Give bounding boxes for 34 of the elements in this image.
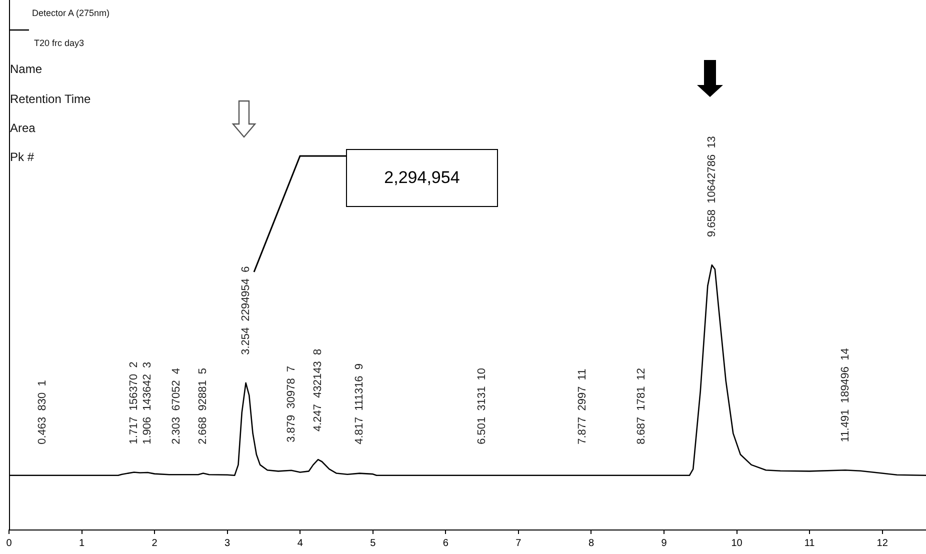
text: Name <box>10 62 42 76</box>
text: T20 frc day3 <box>34 38 84 48</box>
x-tick-label: 9 <box>661 538 668 549</box>
text: Detector A (275nm) <box>32 8 110 18</box>
x-tick-label: 3 <box>224 538 231 549</box>
x-tick-label: 2 <box>152 538 158 549</box>
text: Area <box>10 121 36 135</box>
text: 2,294,954 <box>346 149 498 207</box>
x-tick-label: 5 <box>370 538 376 549</box>
x-tick-label: 12 <box>876 538 888 549</box>
annotation: 0.463 830 1 <box>36 380 49 444</box>
text: Retention Time <box>10 92 91 106</box>
annotation: 1.717 156370 2 <box>128 362 140 444</box>
annotation: 6.501 3131 10 <box>476 368 488 444</box>
annotation: 3.254 2294954 6 <box>240 266 252 355</box>
annotation: 4.247 432143 8 <box>312 348 324 432</box>
x-tick-label: 10 <box>731 538 743 549</box>
annotation: 7.877 2997 11 <box>576 368 588 444</box>
annotation: 4.817 111316 9 <box>354 363 366 444</box>
annotation: 2.303 67052 4 <box>170 368 183 444</box>
x-tick-label: 11 <box>804 538 816 549</box>
annotation: 3.879 30978 7 <box>285 366 298 442</box>
annotation: 9.658 10642786 13 <box>706 136 718 237</box>
x-tick-label: 6 <box>442 538 449 549</box>
x-tick-label: 8 <box>588 538 594 549</box>
text: Pk # <box>10 150 34 164</box>
x-tick-label: 1 <box>78 538 85 549</box>
annotation: 2.668 92881 5 <box>197 368 210 444</box>
x-tick-label: 4 <box>297 538 304 549</box>
x-tick-label: 7 <box>516 538 522 549</box>
annotation: 11.491 189496 14 <box>839 348 852 442</box>
annotation: 8.687 1781 12 <box>635 368 648 444</box>
annotation: 1.906 143642 3 <box>142 362 154 444</box>
x-tick-label: 0 <box>6 538 12 549</box>
